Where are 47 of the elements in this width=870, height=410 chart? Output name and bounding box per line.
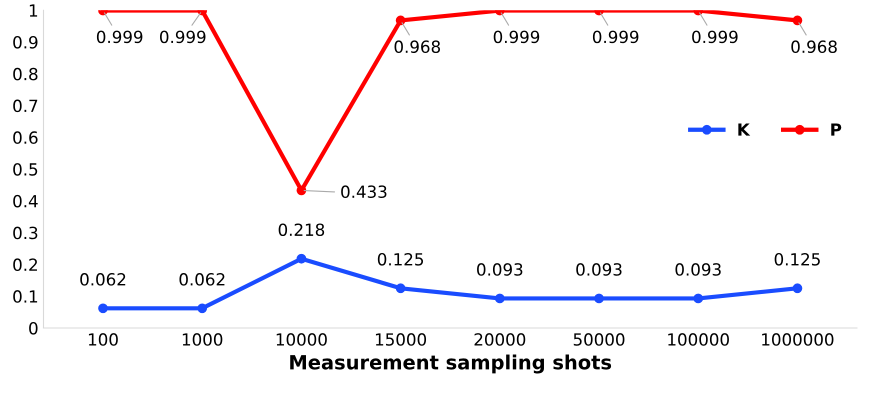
y-tick-label: 0 [29, 322, 38, 335]
x-tick-label: 1000 [182, 333, 222, 346]
x-tick-label: 100 [88, 333, 118, 346]
point [494, 294, 505, 304]
y-tick-label: 0.4 [13, 194, 38, 208]
x-tick-label: 1000000 [762, 333, 834, 346]
data-label: 0.093 [675, 263, 721, 276]
x-tick-label: 20000 [474, 333, 526, 346]
legend-label: K [738, 123, 750, 136]
data-label: 0.968 [394, 40, 440, 54]
y-tick-label: 0.1 [13, 290, 38, 303]
data-label: 0.433 [341, 185, 386, 198]
data-label: 0.062 [80, 273, 126, 286]
legend-label: P [831, 123, 842, 136]
data-label: 0.999 [160, 30, 206, 44]
point [296, 254, 306, 264]
data-label: 0.999 [96, 30, 142, 44]
y-tick-label: 0.8 [13, 68, 38, 80]
x-tick-label: 10000 [276, 333, 327, 346]
data-label: 0.968 [791, 40, 837, 54]
point [693, 294, 704, 304]
point [792, 283, 802, 294]
y-tick-label: 0.6 [13, 131, 38, 144]
point [296, 186, 306, 196]
y-tick-label: 0.2 [13, 258, 37, 272]
data-label: 0.125 [378, 253, 424, 266]
x-tick-label: 100000 [668, 333, 729, 346]
point [197, 303, 208, 314]
data-label: 0.999 [692, 30, 738, 44]
data-label: 0.093 [477, 263, 522, 276]
y-tick-label: 0.5 [13, 163, 38, 176]
data-label: 0.218 [278, 223, 324, 236]
y-tick-label: 0.9 [13, 36, 38, 49]
y-tick-label: 0.3 [13, 226, 38, 240]
x-axis-title: Measurement sampling shots [290, 354, 612, 374]
data-label: 0.999 [592, 30, 638, 44]
x-tick-label: 15000 [376, 333, 426, 346]
y-tick-label: 0.7 [13, 100, 38, 112]
data-label: 0.999 [494, 30, 540, 44]
data-label: 0.062 [179, 273, 224, 286]
point [98, 303, 108, 314]
data-label: 0.093 [576, 263, 622, 276]
point [594, 294, 604, 304]
point [396, 283, 406, 294]
y-tick-label: 1 [30, 4, 38, 17]
data-label: 0.125 [774, 253, 820, 266]
x-tick-label: 50000 [574, 333, 624, 346]
